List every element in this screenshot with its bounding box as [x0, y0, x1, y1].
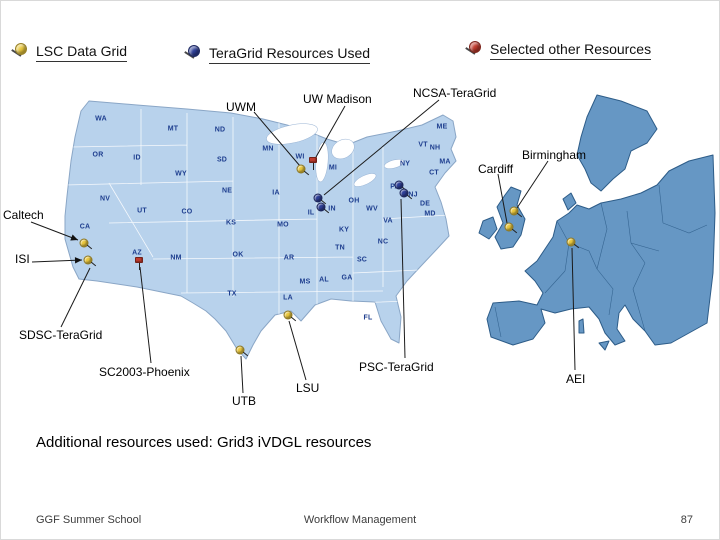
legend-label-selected-other: Selected other Resources: [490, 41, 652, 60]
additional-resources-note: Additional resources used: Grid3 iVDGL r…: [36, 434, 372, 451]
legend-label-teragrid-used: TeraGrid Resources Used: [209, 45, 371, 64]
map-label-utb: UTB: [232, 394, 256, 408]
map-label-aei: AEI: [566, 372, 586, 386]
map-label-caltech: Caltech: [3, 208, 44, 222]
map-label-lsu: LSU: [296, 381, 320, 395]
map-label-psc-teragrid: PSC-TeraGrid: [359, 360, 434, 374]
page-number: 87: [680, 514, 693, 526]
red-pin-icon: [465, 41, 482, 58]
legend-item-teragrid-used: TeraGrid Resources Used: [184, 45, 371, 64]
footer-title: Workflow Management: [303, 514, 417, 526]
legend-label-lsc-data-grid: LSC Data Grid: [36, 43, 128, 62]
yellow-pin-icon: [11, 43, 28, 60]
europe-map: [478, 94, 716, 351]
legend-item-lsc-data-grid: LSC Data Grid: [11, 43, 128, 62]
footer-course-name: GGF Summer School: [36, 514, 142, 526]
map-label-sc2003-phoenix: SC2003-Phoenix: [99, 365, 190, 379]
usa-map: [64, 100, 457, 360]
blue-pin-icon: [184, 45, 201, 62]
map-label-isi: ISI: [15, 252, 30, 266]
legend-item-selected-other: Selected other Resources: [465, 41, 652, 60]
